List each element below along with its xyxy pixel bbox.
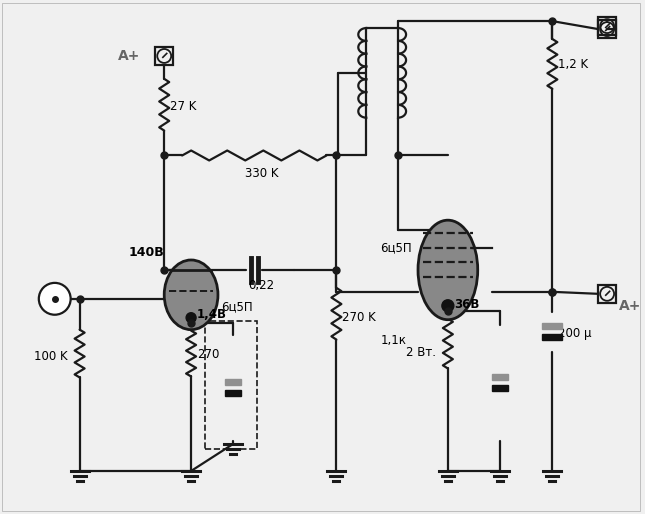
Bar: [155, 47, 173, 65]
Circle shape: [39, 283, 71, 315]
Bar: [598, 285, 616, 303]
Text: 100 K: 100 K: [34, 350, 68, 363]
Text: 1,4В: 1,4В: [197, 308, 227, 321]
Bar: [542, 323, 562, 329]
Text: 27 K: 27 K: [170, 100, 197, 113]
Bar: [205, 321, 257, 449]
Text: A+: A+: [619, 299, 641, 313]
Text: 36В: 36В: [454, 298, 479, 311]
Text: 6ц5П: 6ц5П: [380, 242, 412, 254]
Bar: [225, 390, 241, 396]
Circle shape: [442, 300, 454, 311]
Text: 200 μ: 200 μ: [559, 327, 592, 340]
Text: 0,22: 0,22: [248, 280, 274, 292]
Bar: [598, 20, 616, 38]
Text: 270: 270: [197, 348, 219, 361]
Bar: [491, 386, 508, 391]
Ellipse shape: [418, 220, 478, 320]
Text: 1,2 K: 1,2 K: [559, 59, 588, 71]
Text: 1,1к: 1,1к: [380, 334, 406, 347]
Bar: [542, 334, 562, 340]
Bar: [225, 379, 241, 386]
Text: 270 K: 270 K: [342, 311, 376, 324]
Text: 2 Вт.: 2 Вт.: [406, 346, 436, 359]
Bar: [491, 374, 508, 380]
Ellipse shape: [164, 260, 218, 329]
Text: 140В: 140В: [128, 246, 164, 259]
Text: 330 K: 330 K: [245, 167, 279, 180]
Text: 6ц5П: 6ц5П: [221, 300, 253, 313]
Text: A+: A+: [118, 49, 141, 63]
Bar: [598, 17, 616, 35]
Circle shape: [186, 313, 196, 323]
